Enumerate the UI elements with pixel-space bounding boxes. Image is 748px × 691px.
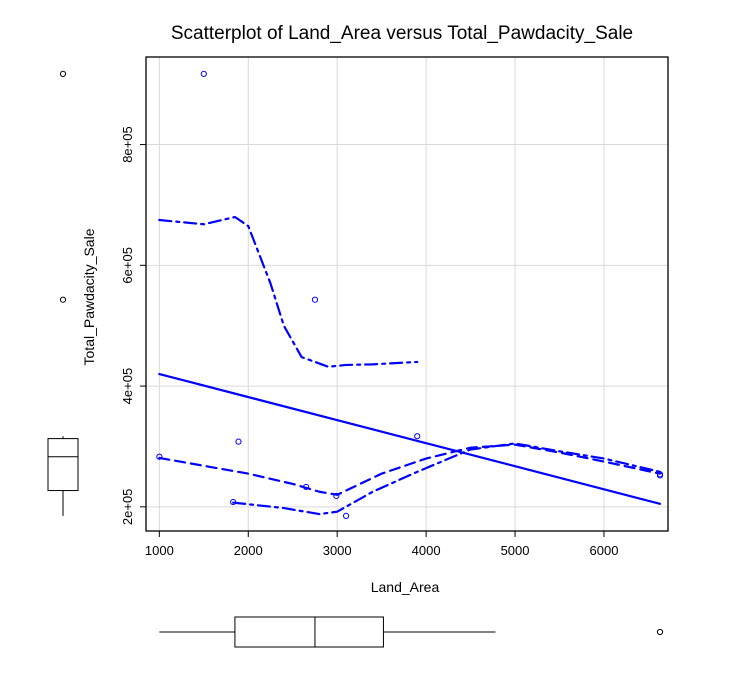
series-line-solid [158,372,662,505]
data-point [156,453,163,460]
x-marginal-boxplot [159,616,664,648]
data-point [656,472,664,479]
y-marginal-boxplot [47,70,79,516]
y-box-outlier [59,296,67,303]
x-tick-label: 1000 [145,543,174,558]
x-box-outlier [656,628,664,636]
y-box [47,438,79,492]
x-box [234,616,384,648]
y-box-outlier [59,70,67,78]
y-axis-label: Total_Pawdacity_Sale [81,228,97,365]
series-line-dashed [158,443,662,496]
y-tick-label: 2e+05 [120,489,135,526]
x-tick-label: 2000 [234,543,263,558]
plot-frame [145,56,669,532]
data-points [156,70,664,520]
y-tick-label: 6e+05 [120,247,135,284]
data-point [333,492,340,500]
data-point [414,433,421,440]
x-tick-label: 6000 [590,543,619,558]
y-tick-label: 4e+05 [120,368,135,405]
data-point [342,512,350,520]
x-tick-label: 3000 [323,543,352,558]
data-point [311,296,319,303]
series-line-dotdash [232,442,662,516]
x-axis-label: Land_Area [371,579,440,595]
x-tick-label: 4000 [412,543,441,558]
y-axis: 2e+05 4e+05 6e+05 8e+05 [120,126,146,525]
x-tick-label: 5000 [501,543,530,558]
grid-lines [146,57,668,531]
data-point [200,70,207,78]
y-tick-label: 8e+05 [120,126,135,163]
x-axis: 1000 2000 3000 4000 5000 6000 [145,531,619,558]
data-point [230,498,237,506]
data-point [235,438,242,445]
series-line-dotdash [158,215,419,368]
series-lines [158,215,662,516]
data-point [302,483,310,491]
chart-title: Scatterplot of Land_Area versus Total_Pa… [171,23,633,44]
